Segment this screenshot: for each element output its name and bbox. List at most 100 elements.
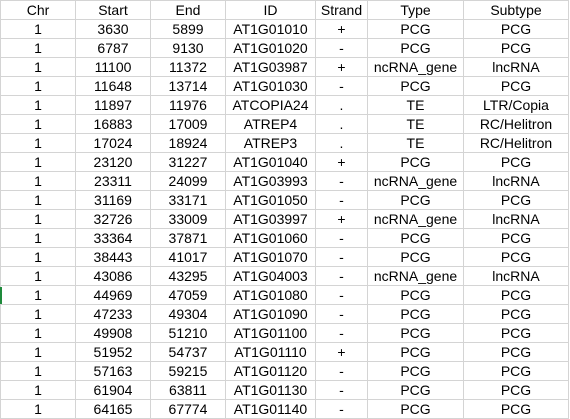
cell-strand[interactable]: + <box>315 57 368 77</box>
cell-subtype[interactable]: PCG <box>463 228 569 248</box>
cell-end[interactable]: 37871 <box>150 228 226 248</box>
cell-start[interactable]: 57163 <box>75 361 151 381</box>
cell-end[interactable]: 33009 <box>150 209 226 229</box>
cell-chr[interactable]: 1 <box>0 190 76 210</box>
cell-end[interactable]: 59215 <box>150 361 226 381</box>
cell-id[interactable]: ATCOPIA24 <box>225 95 316 115</box>
cell-type[interactable]: PCG <box>367 361 464 381</box>
cell-type[interactable]: ncRNA_gene <box>367 209 464 229</box>
cell-subtype[interactable]: PCG <box>463 285 569 305</box>
cell-start[interactable]: 11648 <box>75 76 151 96</box>
cell-type[interactable]: TE <box>367 114 464 134</box>
cell-subtype[interactable]: PCG <box>463 342 569 362</box>
cell-end[interactable]: 54737 <box>150 342 226 362</box>
cell-end[interactable]: 11372 <box>150 57 226 77</box>
cell-subtype[interactable]: PCG <box>463 304 569 324</box>
cell-id[interactable]: ATREP3 <box>225 133 316 153</box>
cell-start[interactable]: 11100 <box>75 57 151 77</box>
cell-strand[interactable]: - <box>315 38 368 58</box>
cell-chr[interactable]: 1 <box>0 304 76 324</box>
cell-strand[interactable]: - <box>315 399 368 419</box>
cell-chr[interactable]: 1 <box>0 323 76 343</box>
cell-start[interactable]: 31169 <box>75 190 151 210</box>
cell-end[interactable]: 43295 <box>150 266 226 286</box>
cell-id[interactable]: AT1G03987 <box>225 57 316 77</box>
cell-strand[interactable]: - <box>315 380 368 400</box>
column-header-id[interactable]: ID <box>225 0 316 20</box>
cell-subtype[interactable]: RC/Helitron <box>463 133 569 153</box>
cell-subtype[interactable]: PCG <box>463 399 569 419</box>
cell-id[interactable]: ATREP4 <box>225 114 316 134</box>
cell-subtype[interactable]: LTR/Copia <box>463 95 569 115</box>
cell-chr[interactable]: 1 <box>0 133 76 153</box>
cell-type[interactable]: PCG <box>367 152 464 172</box>
cell-end[interactable]: 47059 <box>150 285 226 305</box>
cell-type[interactable]: PCG <box>367 76 464 96</box>
cell-chr[interactable]: 1 <box>0 342 76 362</box>
cell-chr[interactable]: 1 <box>0 361 76 381</box>
cell-chr[interactable]: 1 <box>0 114 76 134</box>
cell-end[interactable]: 5899 <box>150 19 226 39</box>
cell-subtype[interactable]: PCG <box>463 190 569 210</box>
cell-type[interactable]: ncRNA_gene <box>367 171 464 191</box>
cell-id[interactable]: AT1G01070 <box>225 247 316 267</box>
cell-strand[interactable]: - <box>315 171 368 191</box>
cell-type[interactable]: TE <box>367 95 464 115</box>
cell-subtype[interactable]: PCG <box>463 323 569 343</box>
cell-strand[interactable]: - <box>315 285 368 305</box>
cell-start[interactable]: 3630 <box>75 19 151 39</box>
cell-subtype[interactable]: PCG <box>463 38 569 58</box>
cell-id[interactable]: AT1G01110 <box>225 342 316 362</box>
cell-id[interactable]: AT1G01010 <box>225 19 316 39</box>
cell-subtype[interactable]: lncRNA <box>463 209 569 229</box>
cell-start[interactable]: 11897 <box>75 95 151 115</box>
cell-strand[interactable]: . <box>315 133 368 153</box>
cell-chr[interactable]: 1 <box>0 38 76 58</box>
cell-start[interactable]: 33364 <box>75 228 151 248</box>
cell-id[interactable]: AT1G01120 <box>225 361 316 381</box>
cell-strand[interactable]: - <box>315 190 368 210</box>
cell-id[interactable]: AT1G01130 <box>225 380 316 400</box>
cell-id[interactable]: AT1G04003 <box>225 266 316 286</box>
cell-id[interactable]: AT1G01030 <box>225 76 316 96</box>
cell-strand[interactable]: + <box>315 19 368 39</box>
cell-chr[interactable]: 1 <box>0 209 76 229</box>
cell-subtype[interactable]: lncRNA <box>463 57 569 77</box>
cell-start[interactable]: 6787 <box>75 38 151 58</box>
cell-end[interactable]: 9130 <box>150 38 226 58</box>
cell-chr[interactable]: 1 <box>0 228 76 248</box>
column-header-strand[interactable]: Strand <box>315 0 368 20</box>
column-header-type[interactable]: Type <box>367 0 464 20</box>
cell-start[interactable]: 51952 <box>75 342 151 362</box>
cell-subtype[interactable]: PCG <box>463 380 569 400</box>
cell-subtype[interactable]: lncRNA <box>463 171 569 191</box>
column-header-chr[interactable]: Chr <box>0 0 76 20</box>
cell-chr[interactable]: 1 <box>0 57 76 77</box>
cell-end[interactable]: 33171 <box>150 190 226 210</box>
cell-subtype[interactable]: PCG <box>463 247 569 267</box>
cell-subtype[interactable]: PCG <box>463 152 569 172</box>
cell-start[interactable]: 23120 <box>75 152 151 172</box>
cell-type[interactable]: ncRNA_gene <box>367 266 464 286</box>
cell-chr[interactable]: 1 <box>0 76 76 96</box>
cell-id[interactable]: AT1G01040 <box>225 152 316 172</box>
cell-end[interactable]: 24099 <box>150 171 226 191</box>
cell-subtype[interactable]: lncRNA <box>463 266 569 286</box>
cell-id[interactable]: AT1G01090 <box>225 304 316 324</box>
cell-type[interactable]: PCG <box>367 38 464 58</box>
cell-type[interactable]: PCG <box>367 304 464 324</box>
cell-strand[interactable]: + <box>315 152 368 172</box>
column-header-start[interactable]: Start <box>75 0 151 20</box>
cell-type[interactable]: PCG <box>367 342 464 362</box>
column-header-subtype[interactable]: Subtype <box>463 0 569 20</box>
cell-end[interactable]: 67774 <box>150 399 226 419</box>
cell-end[interactable]: 11976 <box>150 95 226 115</box>
cell-strand[interactable]: + <box>315 342 368 362</box>
cell-chr[interactable]: 1 <box>0 95 76 115</box>
cell-chr[interactable]: 1 <box>0 247 76 267</box>
cell-start[interactable]: 47233 <box>75 304 151 324</box>
cell-subtype[interactable]: PCG <box>463 76 569 96</box>
cell-strand[interactable]: . <box>315 114 368 134</box>
column-header-end[interactable]: End <box>150 0 226 20</box>
cell-chr[interactable]: 1 <box>0 399 76 419</box>
